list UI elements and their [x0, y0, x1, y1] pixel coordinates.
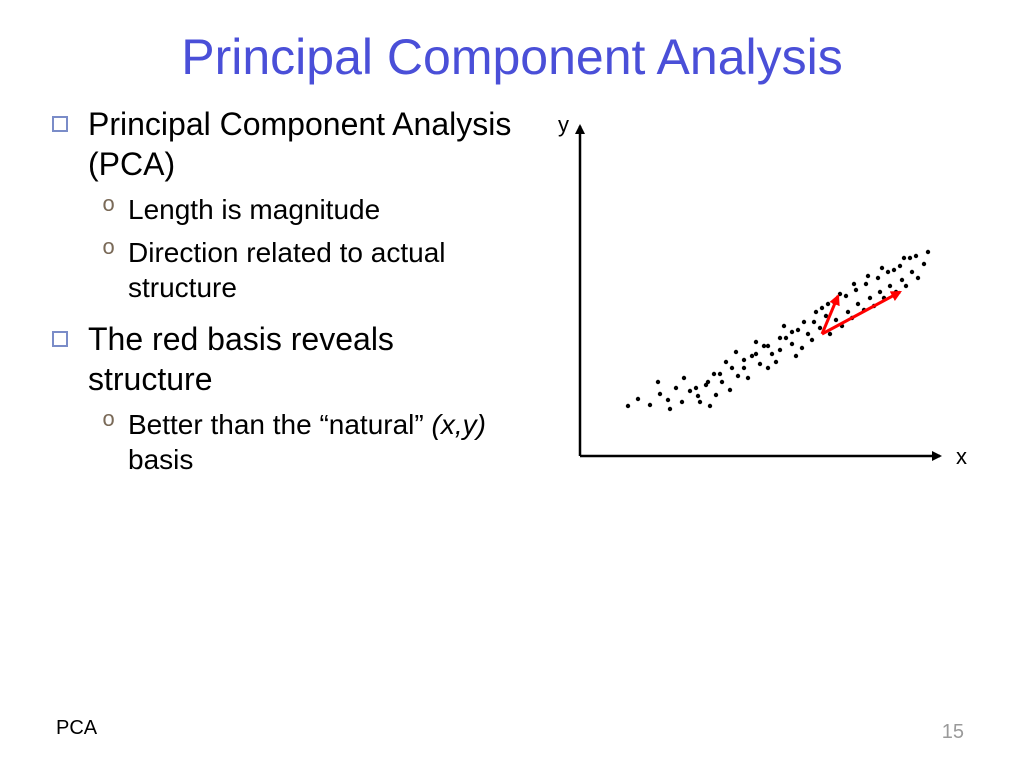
bullet-text: Principal Component Analysis (PCA)	[88, 106, 511, 182]
sub-bullet-text: Better than the “natural” (x,y) basis	[128, 409, 486, 475]
bullet-list: Principal Component Analysis (PCA) Lengt…	[50, 96, 520, 511]
chart-svg: xy	[540, 106, 980, 506]
sub-bullet-item: Direction related to actual structure	[102, 235, 520, 305]
sub-bullet-item: Length is magnitude	[102, 192, 520, 227]
slide-content: Principal Component Analysis (PCA) Lengt…	[0, 96, 1024, 511]
slide-number: 15	[942, 721, 964, 744]
slide: Principal Component Analysis Principal C…	[0, 0, 1024, 768]
scatter-chart: xy	[540, 106, 980, 511]
bullet-item: The red basis reveals structure Better t…	[50, 319, 520, 477]
sub-bullet-text: Direction related to actual structure	[128, 237, 446, 303]
slide-title: Principal Component Analysis	[0, 0, 1024, 96]
bullet-item: Principal Component Analysis (PCA) Lengt…	[50, 104, 520, 305]
svg-text:x: x	[956, 444, 967, 469]
footer-left: PCA	[56, 717, 97, 740]
sub-bullet-text: Length is magnitude	[128, 194, 380, 225]
svg-text:y: y	[558, 112, 569, 137]
sub-bullet-item: Better than the “natural” (x,y) basis	[102, 407, 520, 477]
bullet-text: The red basis reveals structure	[88, 321, 394, 397]
